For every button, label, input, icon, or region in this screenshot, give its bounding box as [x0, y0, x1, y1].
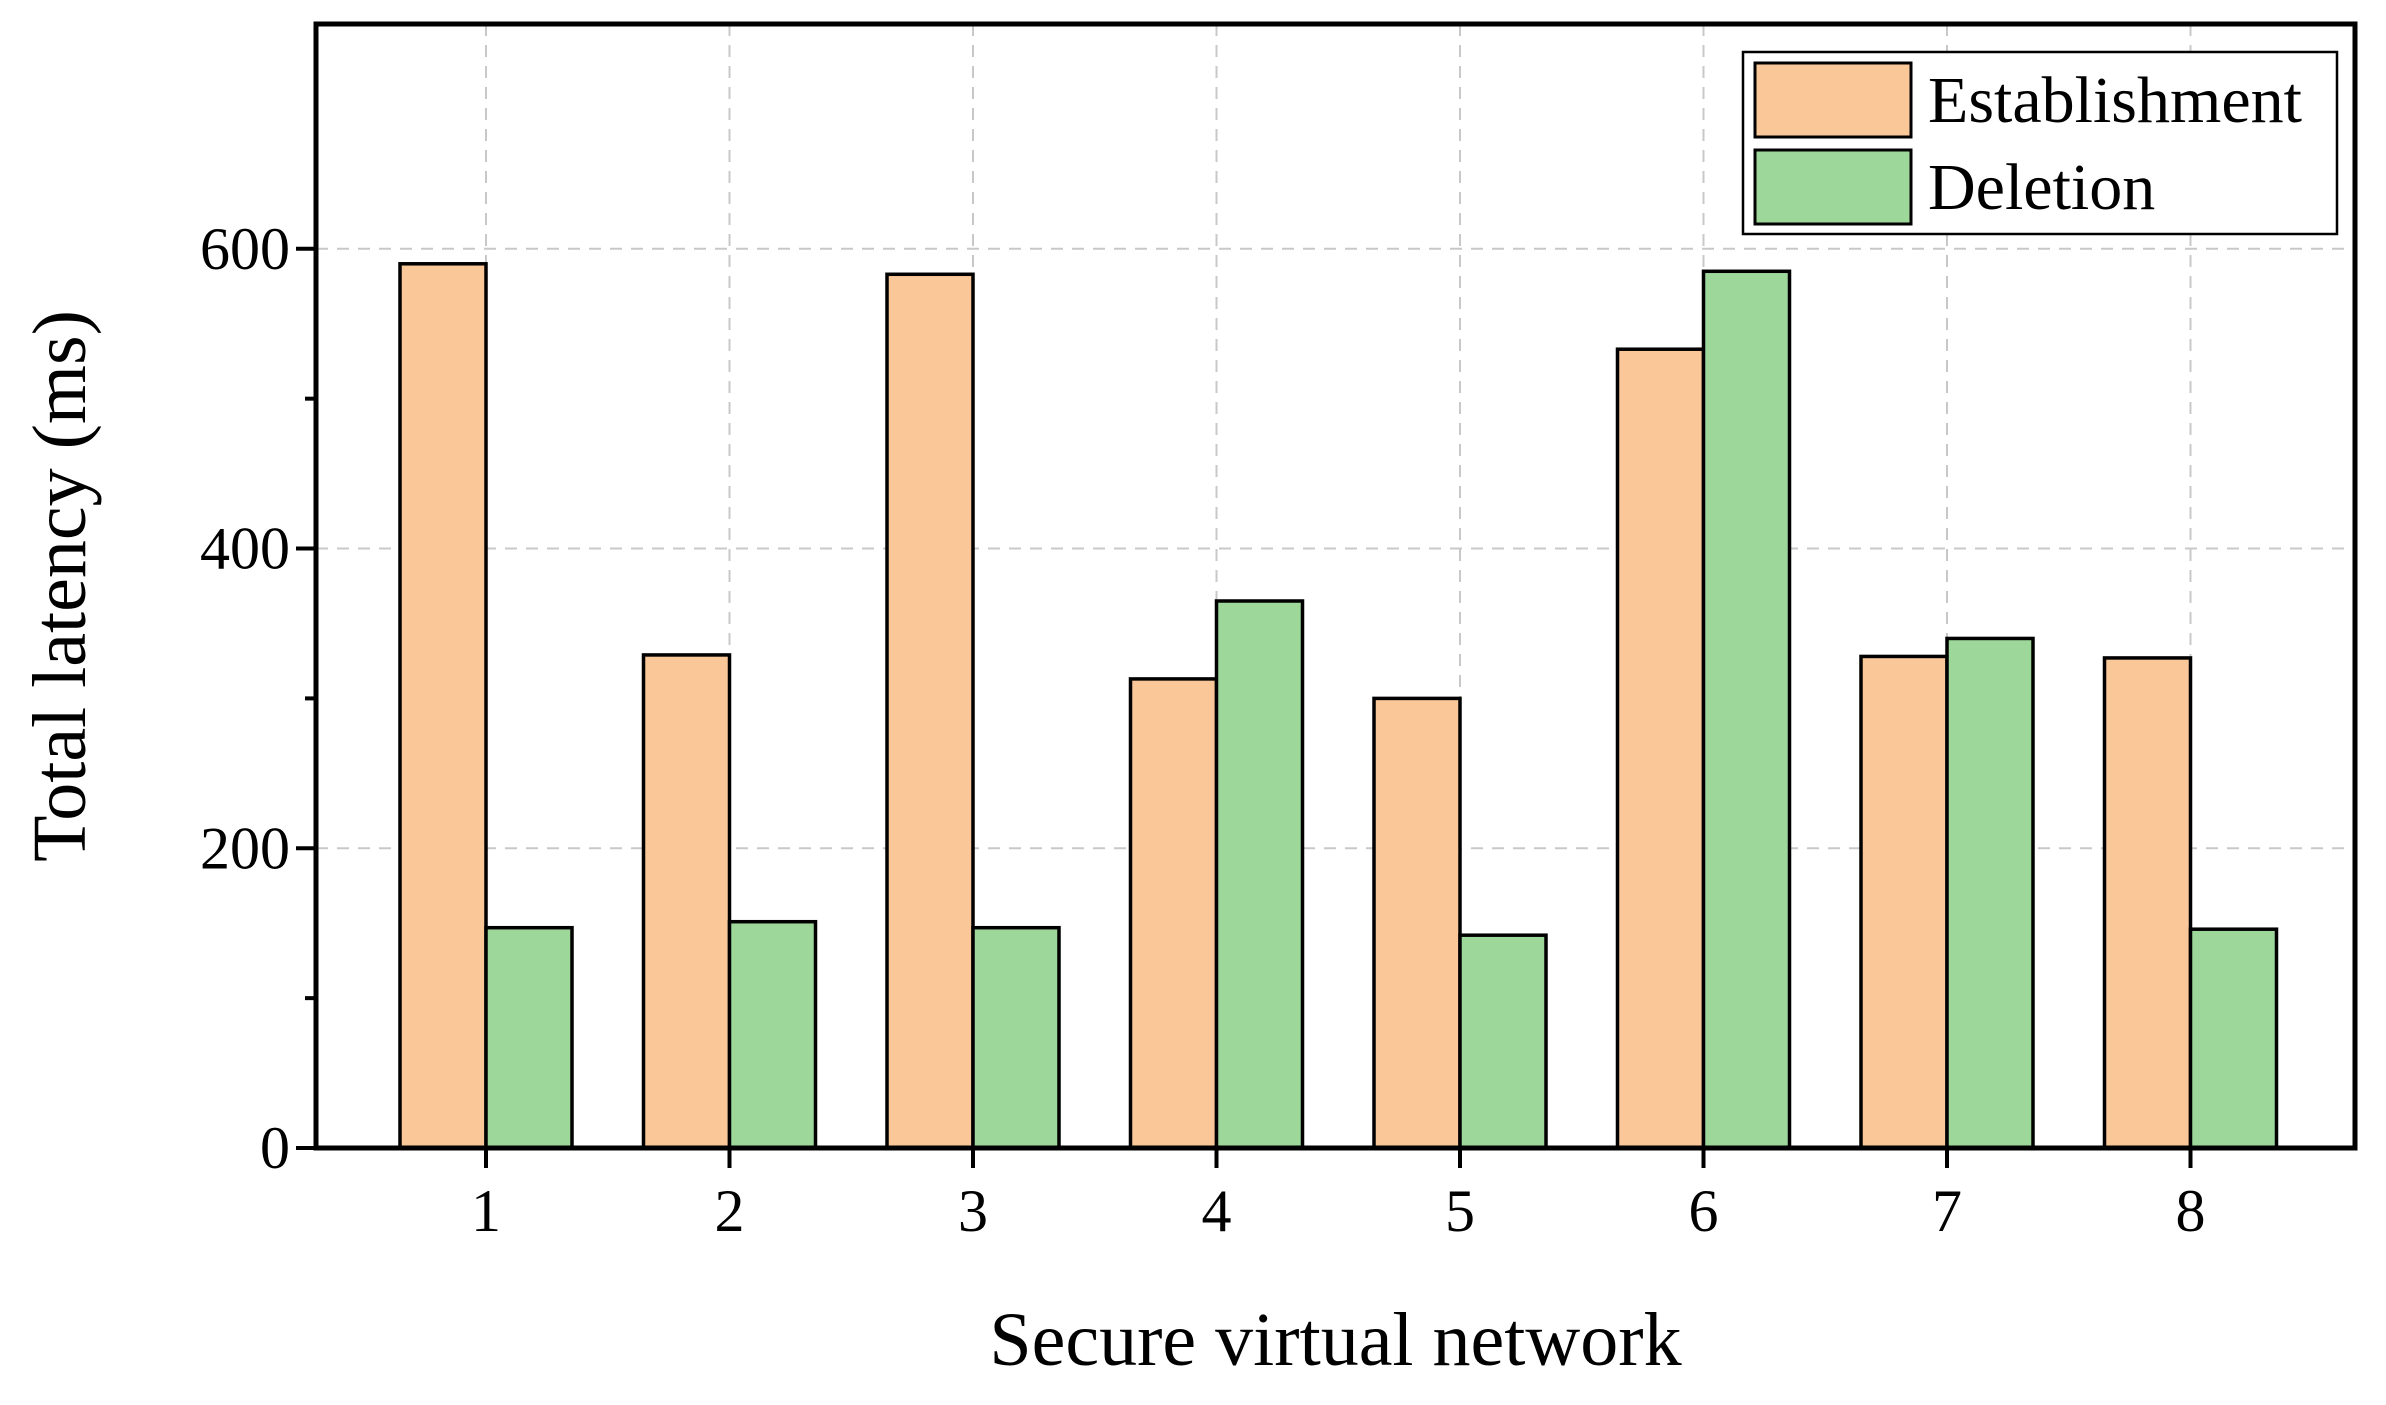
bar-establishment-3 — [885, 272, 975, 1150]
legend-label-deletion: Deletion — [1928, 151, 2155, 224]
y-axis-title: Total latency (ms) — [18, 310, 102, 862]
bar-deletion-1 — [484, 925, 574, 1150]
bar-deletion-5 — [1458, 933, 1548, 1150]
bar-deletion-3 — [971, 925, 1061, 1150]
bar-establishment-2 — [641, 653, 732, 1150]
y-tick-label: 200 — [200, 815, 290, 881]
x-tick-label: 3 — [958, 1178, 988, 1244]
bar-establishment-8 — [2102, 656, 2193, 1150]
x-tick-label: 5 — [1445, 1178, 1475, 1244]
legend-label-establishment: Establishment — [1928, 64, 2302, 137]
bar-deletion-2 — [727, 919, 818, 1150]
plot-frame — [313, 21, 2358, 1151]
bar-establishment-1 — [398, 262, 488, 1150]
x-tick-label: 2 — [715, 1178, 745, 1244]
x-tick-label: 4 — [1202, 1178, 1232, 1244]
bar-deletion-8 — [2188, 927, 2279, 1150]
y-tick-label: 0 — [260, 1115, 290, 1181]
x-axis-title: Secure virtual network — [989, 1298, 1681, 1382]
legend: Establishment Deletion — [1741, 50, 2339, 236]
bar-establishment-4 — [1128, 677, 1219, 1150]
bar-establishment-7 — [1859, 654, 1949, 1150]
axis-ticks: 0 200 400 600 1 2 3 4 5 6 7 8 — [200, 216, 2206, 1244]
legend-swatch-establishment — [1753, 61, 1913, 139]
bar-deletion-6 — [1701, 269, 1792, 1150]
x-tick-label: 7 — [1932, 1178, 1962, 1244]
bar-establishment-5 — [1372, 696, 1462, 1150]
legend-swatch-deletion — [1753, 148, 1913, 226]
x-tick-label: 8 — [2176, 1178, 2206, 1244]
y-tick-label: 400 — [200, 516, 290, 582]
y-tick-label: 600 — [200, 216, 290, 282]
bar-deletion-4 — [1214, 599, 1305, 1150]
bar-deletion-7 — [1945, 636, 2035, 1150]
bar-establishment-6 — [1615, 347, 1706, 1150]
bars — [398, 262, 2279, 1150]
x-tick-label: 6 — [1689, 1178, 1719, 1244]
x-tick-label: 1 — [471, 1178, 501, 1244]
